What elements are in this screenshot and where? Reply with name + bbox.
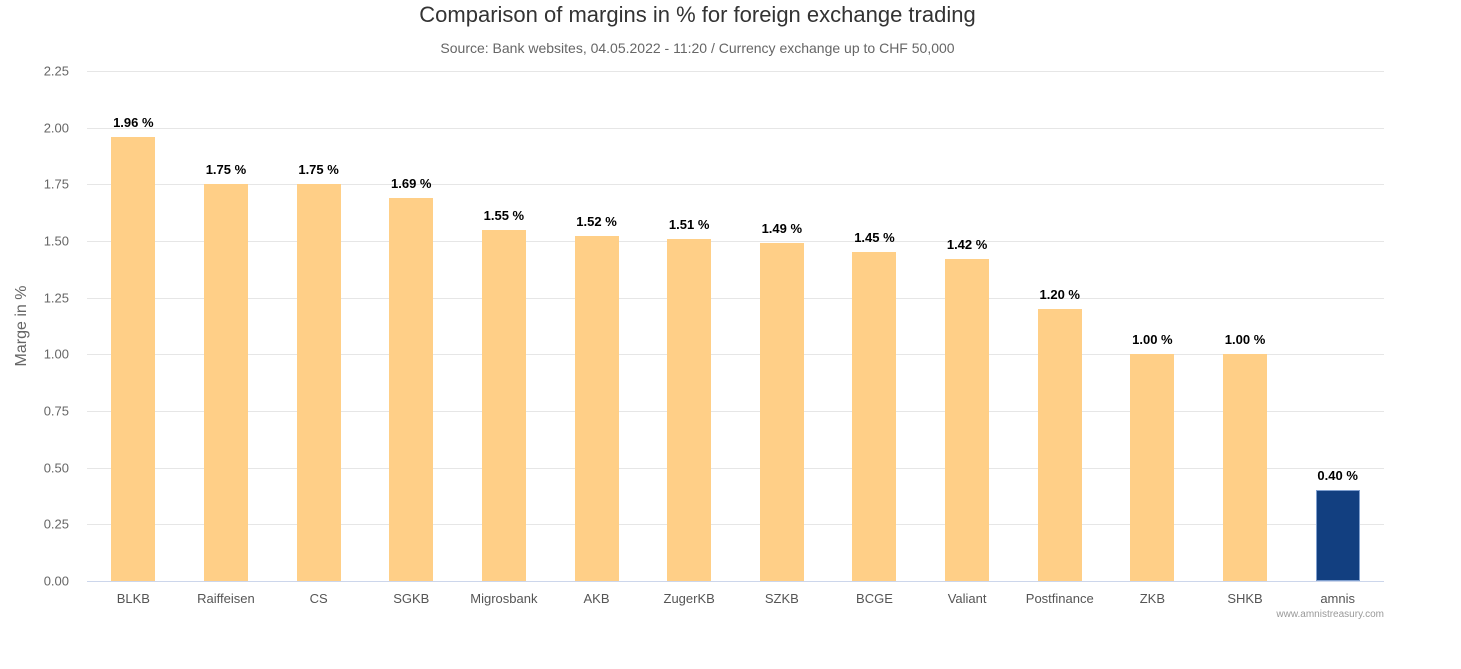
y-tick-label: 0.00 <box>43 573 69 589</box>
x-tick-label: ZugerKB <box>663 591 715 606</box>
x-tick-label: Postfinance <box>1025 591 1094 606</box>
data-label: 1.96 % <box>113 114 154 130</box>
x-tick-label: AKB <box>583 591 610 606</box>
gridline <box>87 581 1384 582</box>
bar-shkb[interactable] <box>1223 354 1268 581</box>
x-tick-label: amnis <box>1320 591 1356 606</box>
bar-postfinance[interactable] <box>1037 309 1082 581</box>
gridline <box>87 71 1384 72</box>
x-tick-label: SHKB <box>1227 591 1263 606</box>
gridline <box>87 127 1384 129</box>
data-label: 1.75 % <box>205 162 247 178</box>
x-tick-label: BCGE <box>856 591 893 606</box>
y-tick-label: 1.25 <box>43 290 69 306</box>
x-tick-label: CS <box>309 591 328 606</box>
data-label: 1.52 % <box>576 214 617 230</box>
gridline <box>87 241 1384 242</box>
bar-szkb[interactable] <box>759 243 804 581</box>
bar-sgkb[interactable] <box>389 197 434 581</box>
gridline <box>87 354 1384 356</box>
x-tick-label: Valiant <box>947 591 987 606</box>
gridline <box>87 411 1384 412</box>
data-label: 1.69 % <box>391 175 432 191</box>
data-label: 1.20 % <box>1039 287 1080 302</box>
y-tick-label: 1.00 <box>43 346 69 362</box>
x-tick-label: Migrosbank <box>470 591 538 606</box>
bar-blkb[interactable] <box>111 136 156 581</box>
gridline <box>87 297 1384 299</box>
gridline <box>87 524 1384 526</box>
data-label: 1.55 % <box>483 207 525 223</box>
y-tick-label: 1.50 <box>43 233 69 249</box>
bar-amnis[interactable] <box>1315 490 1360 581</box>
bar-migrosbank[interactable] <box>481 229 526 581</box>
chart-title: Comparison of margins in % for foreign e… <box>419 2 976 27</box>
gridline <box>87 467 1384 469</box>
x-tick-label: SZKB <box>764 591 799 606</box>
y-tick-label: 0.25 <box>43 516 69 532</box>
y-tick-label: 1.75 <box>43 176 69 192</box>
y-tick-label: 0.50 <box>43 460 69 476</box>
bar-raiffeisen[interactable] <box>203 184 248 581</box>
y-tick-label: 2.00 <box>43 120 69 136</box>
x-tick-label: Raiffeisen <box>197 591 255 606</box>
plot-area: 1.96 % 1.75 % 1.75 % 1.69 % 1.55 % 1.52 % 1.51… <box>87 71 1384 582</box>
x-tick-label: BLKB <box>116 591 150 606</box>
y-tick-label: 0.75 <box>43 403 69 419</box>
bar-zugerkb[interactable] <box>667 238 712 581</box>
chart-credit: www.amnistreasury.com <box>1276 609 1384 620</box>
bar-bcge[interactable] <box>852 252 897 581</box>
data-label: 1.00 % <box>1224 332 1266 348</box>
data-label: 1.00 % <box>1132 332 1173 348</box>
data-label: 1.75 % <box>298 162 339 178</box>
data-label: 1.42 % <box>946 237 988 253</box>
bar-valiant[interactable] <box>945 259 990 581</box>
x-tick-label: ZKB <box>1139 591 1166 606</box>
data-label: 1.45 % <box>854 230 895 246</box>
data-label: 0.40 % <box>1317 468 1358 484</box>
data-label: 1.49 % <box>761 221 803 237</box>
data-label: 1.51 % <box>668 216 710 232</box>
gridline <box>87 184 1384 186</box>
bar-cs[interactable] <box>296 184 341 581</box>
x-tick-label: SGKB <box>393 591 430 606</box>
chart-subtitle: Source: Bank websites, 04.05.2022 - 11:2… <box>440 40 955 56</box>
bar-zkb[interactable] <box>1130 354 1175 581</box>
y-tick-label: 2.25 <box>43 63 69 79</box>
bar-akb[interactable] <box>574 236 619 581</box>
